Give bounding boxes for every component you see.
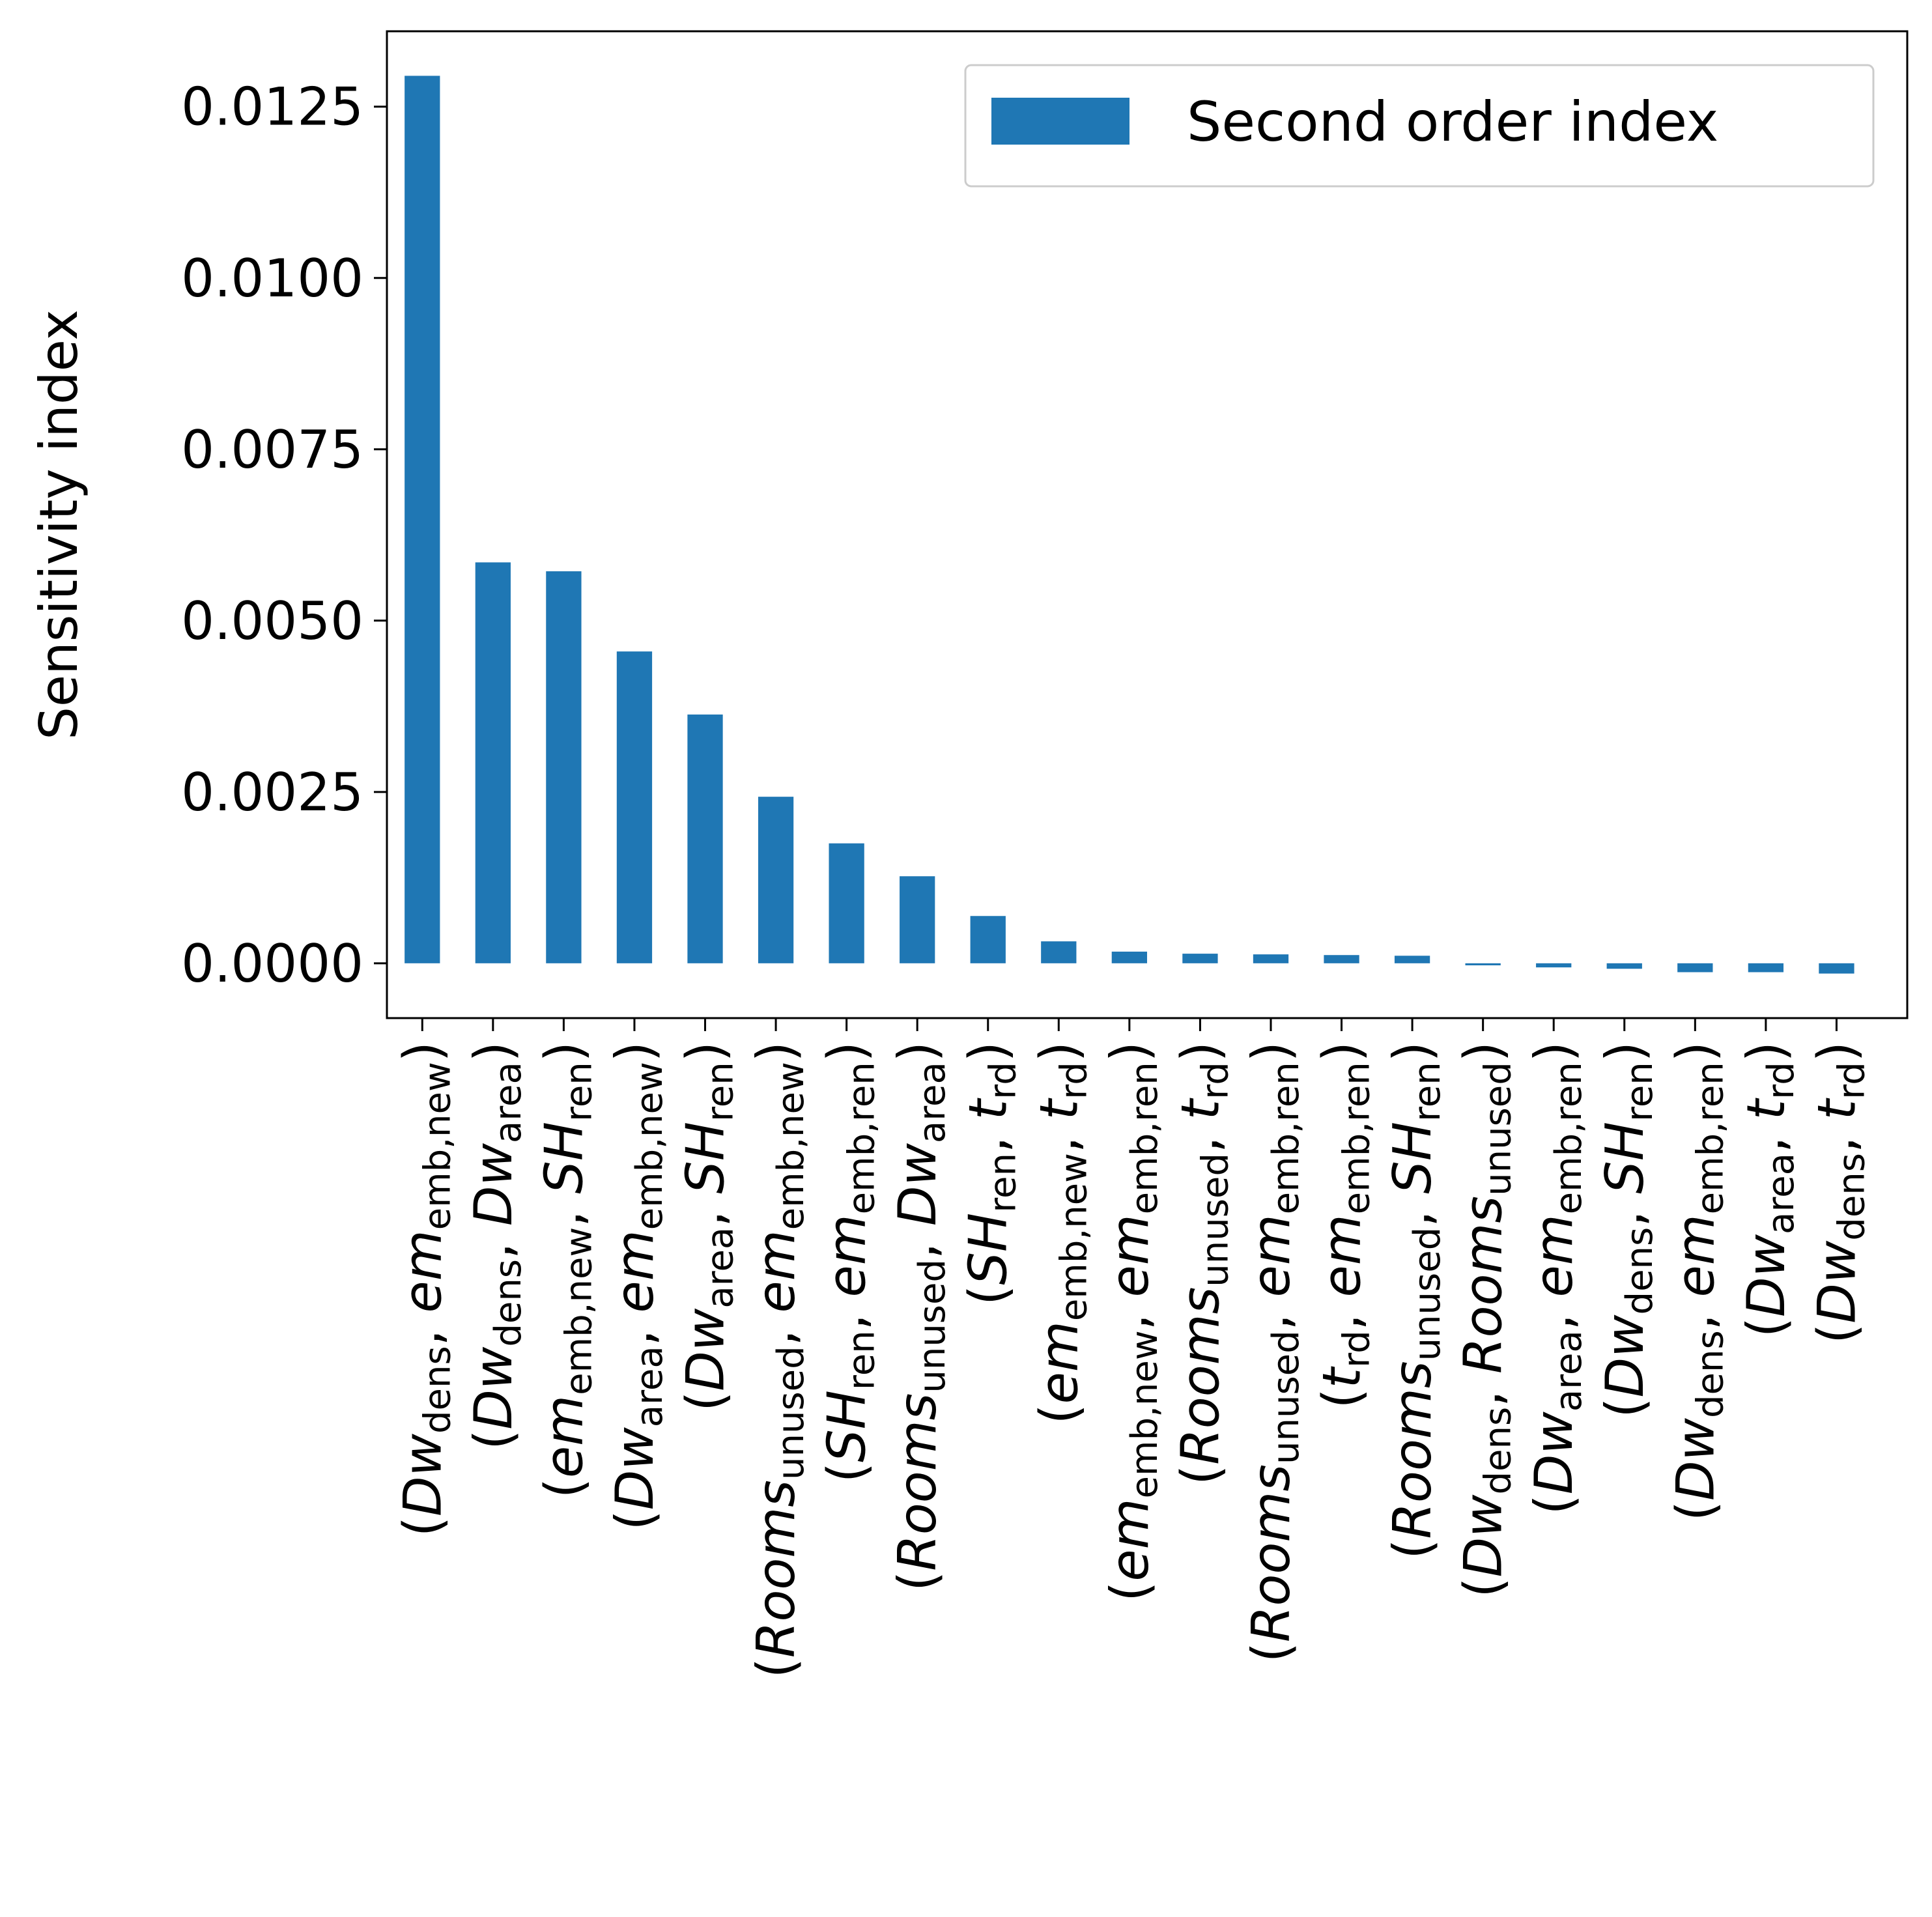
x-axis: (Dwdens, ememb,new)(Dwdens, Dwarea)(emem… [392,1018,1873,1678]
x-tick-label: (ememb,new, ememb,ren) [1100,1042,1166,1602]
x-tick-label: (Roomsunused, ememb,new) [746,1042,812,1678]
x-tick-label: (ememb,new, trd) [1029,1042,1095,1425]
y-tick-label: 0.0075 [181,419,363,480]
legend-label: Second order index [1187,90,1718,154]
bar-4 [616,651,653,963]
x-tick-label: (trd, ememb,ren) [1312,1042,1378,1409]
bar-11 [1111,951,1147,963]
y-axis: 0.0000 0.0025 0.0050 0.0075 0.0100 0.0125 [181,77,387,994]
bar-13 [1253,954,1289,963]
y-tick-label: 0.0000 [181,933,363,994]
bar-18 [1606,963,1642,969]
x-tick-label: (Dwdens, ememb,new) [392,1042,459,1537]
x-tick-label: (Roomsunused, Dwarea) [887,1042,954,1591]
x-tick-label: (SHren, ememb,ren) [817,1042,883,1483]
x-tick-label: (Roomsunused, trd) [1170,1042,1236,1485]
bar-12 [1182,954,1218,963]
bar-1 [405,76,440,963]
bar-17 [1536,963,1572,968]
bar-5 [687,714,723,963]
x-tick-label: (Dwarea, ememb,ren) [1524,1042,1590,1514]
bar-8 [900,876,935,963]
y-axis-title: Sensitivity index [29,309,89,740]
bar-15 [1394,956,1430,963]
x-tick-label: (ememb,new, SHren) [533,1042,600,1498]
x-tick-label: (Dwdens, ememb,ren) [1665,1042,1731,1521]
legend: Second order index [964,64,1875,188]
y-tick-label: 0.0025 [181,762,363,823]
bar-7 [829,843,864,963]
bar-3 [546,571,582,963]
bar-19 [1677,963,1713,973]
legend-swatch [991,98,1129,145]
bar-9 [970,916,1006,963]
x-tick-label: (Dwdens, Roomsunused) [1453,1042,1520,1598]
x-tick-label: (Dwdens, Dwarea) [463,1042,530,1450]
x-tick-label: (Roomsunused, ememb,ren) [1241,1042,1307,1662]
bar-6 [758,797,794,963]
y-tick-label: 0.0100 [181,248,363,309]
bar-21 [1819,963,1854,974]
bar-14 [1324,955,1359,963]
x-tick-label: (Dwarea, ememb,new) [604,1042,671,1530]
y-tick-label: 0.0050 [181,591,363,651]
x-tick-label: (SHren, trd) [958,1042,1025,1305]
bar-20 [1748,963,1784,973]
legend-box [964,64,1875,188]
bar-16 [1465,963,1501,965]
bar-2 [475,562,511,963]
y-tick-label: 0.0125 [181,77,363,137]
x-tick-label: (Roomsunused, SHren) [1382,1042,1449,1559]
plot-frame [386,30,1909,1019]
bars-layer [405,76,1854,974]
x-tick-label: (Dwarea, trd) [1736,1042,1802,1337]
bar-10 [1041,941,1077,963]
x-tick-label: (Dwdens, trd) [1806,1042,1873,1344]
x-tick-label: (Dwarea, SHren) [675,1042,742,1412]
x-tick-label: (Dwdens, SHren) [1595,1042,1661,1418]
